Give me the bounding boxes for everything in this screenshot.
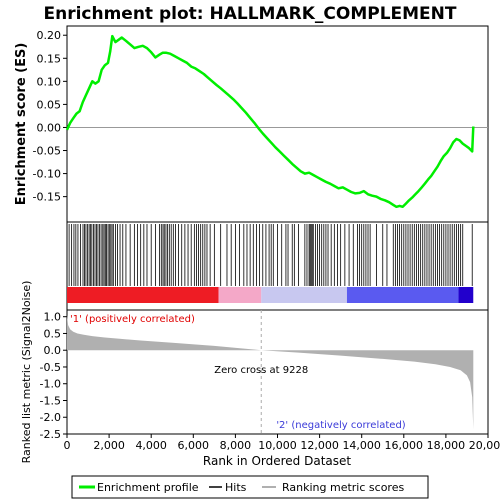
- es-axis: 0.20 0.15 0.10 0.05 0.00 -0.05 -0.10 -0.15: [33, 29, 67, 204]
- es-y-tick-label: 0.20: [37, 29, 62, 42]
- es-y-tick-label: -0.05: [33, 145, 61, 158]
- negative-correlated-label: '2' (negatively correlated): [276, 420, 405, 431]
- x-tick-label: 2,000: [93, 439, 125, 452]
- legend-label-enrichment: Enrichment profile: [97, 481, 199, 494]
- metric-axis: 1.0 0.5 0.0 -0.5 -1.0 -1.5 -2.0 -2.5: [40, 311, 67, 441]
- metric-y-tick-label: -1.5: [40, 394, 61, 407]
- rank-bar-segment: [346, 287, 459, 303]
- x-tick-label: 16,000: [385, 439, 424, 452]
- metric-y-tick-label: -2.0: [40, 411, 61, 424]
- x-tick-label: 18,000: [427, 439, 466, 452]
- x-tick-label: 6,000: [178, 439, 210, 452]
- x-tick-label: 14,000: [342, 439, 381, 452]
- metric-y-tick-label: 1.0: [44, 311, 62, 324]
- x-axis-label: Rank in Ordered Dataset: [203, 454, 351, 468]
- x-tick-label: 12,000: [300, 439, 339, 452]
- x-tick-label: 20,000: [469, 439, 500, 452]
- hits-markers: [68, 224, 473, 286]
- metric-y-tick-label: 0.0: [44, 344, 62, 357]
- metric-y-tick-label: -0.5: [40, 361, 61, 374]
- positive-correlated-label: '1' (positively correlated): [70, 314, 195, 325]
- es-y-tick-label: -0.10: [33, 168, 61, 181]
- metric-y-tick-label: -2.5: [40, 428, 61, 441]
- es-y-tick-label: 0.00: [37, 121, 62, 134]
- es-y-tick-label: 0.05: [37, 98, 62, 111]
- chart-title: Enrichment plot: HALLMARK_COMPLEMENT: [43, 4, 456, 24]
- x-tick-label: 10,000: [258, 439, 297, 452]
- ranking-color-bar: [67, 287, 474, 303]
- zero-cross-label: Zero cross at 9228: [214, 365, 308, 376]
- legend-box: [71, 475, 429, 499]
- es-y-axis-label: Enrichment score (ES): [14, 43, 29, 206]
- enrichment-profile-line: [65, 34, 475, 209]
- legend: Enrichment profile Hits Ranking metric s…: [71, 475, 429, 499]
- x-axis: 0 2,000 4,000 6,000 8,000 10,000 12,000 14,000 1…: [64, 434, 500, 452]
- es-y-tick-label: 0.15: [37, 52, 62, 65]
- rank-bar-segment: [458, 287, 474, 303]
- es-y-tick-label: -0.15: [33, 191, 61, 204]
- rank-bar-segment: [67, 287, 219, 303]
- metric-y-tick-label: 0.5: [44, 327, 62, 340]
- metric-y-tick-label: -1.0: [40, 378, 61, 391]
- rank-bar-segment: [261, 287, 347, 303]
- metric-y-axis-label: Ranked list metric (Signal2Noise): [20, 281, 33, 464]
- ranking-metric-area: [67, 315, 474, 429]
- x-tick-label: 0: [64, 439, 71, 452]
- legend-label-metric: Ranking metric scores: [282, 481, 404, 494]
- x-tick-label: 8,000: [220, 439, 252, 452]
- rank-bar-segment: [218, 287, 262, 303]
- es-y-tick-label: 0.10: [37, 75, 62, 88]
- legend-label-hits: Hits: [225, 481, 247, 494]
- x-tick-label: 4,000: [135, 439, 167, 452]
